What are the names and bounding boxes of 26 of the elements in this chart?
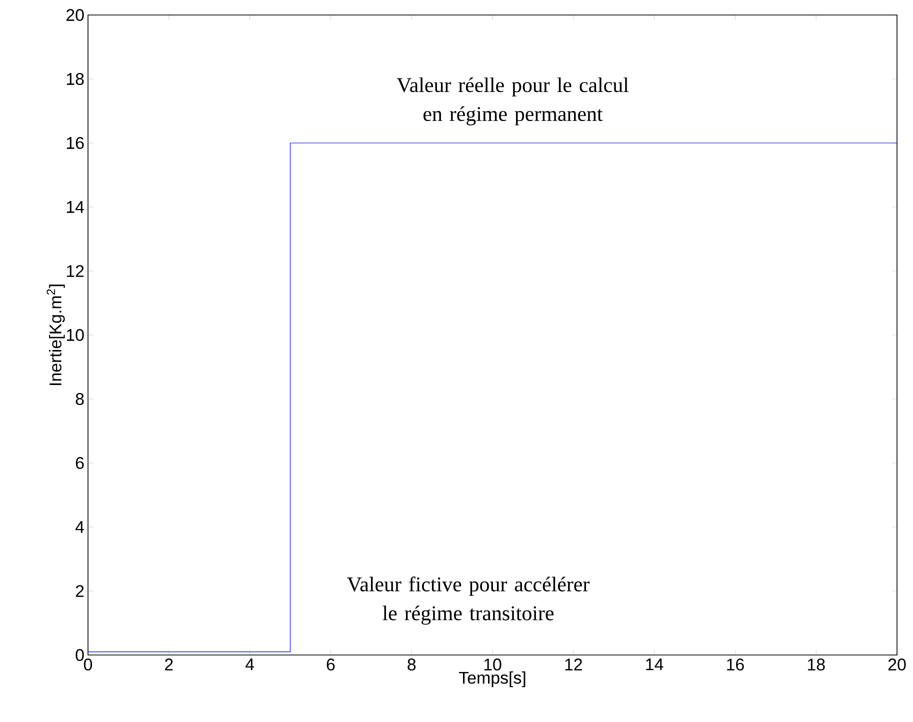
y-tick-label: 20 <box>66 8 84 21</box>
y-tick-label: 16 <box>66 136 84 149</box>
y-tick-label: 8 <box>76 393 84 405</box>
y-tick-label: 14 <box>66 201 84 213</box>
y-tick-label: 12 <box>66 265 84 277</box>
x-tick-label: 6 <box>326 658 335 671</box>
x-tick-label: 4 <box>245 658 254 670</box>
y-tick-label: 6 <box>76 457 84 469</box>
x-axis-title: Temps[s] <box>458 671 526 688</box>
x-tick-label: 18 <box>808 658 825 671</box>
y-tick-label: 18 <box>66 72 84 85</box>
x-tick-label: 14 <box>646 658 664 670</box>
y-tick-label: 4 <box>75 521 84 533</box>
x-tick-label: 8 <box>408 658 416 671</box>
x-tick-label: 16 <box>727 658 744 671</box>
x-tick-label: 20 <box>888 658 906 671</box>
y-tick-label: 2 <box>76 585 84 597</box>
y-tick-label: 10 <box>66 329 84 341</box>
y-tick-label: 0 <box>76 649 84 661</box>
annotation: Valeur réelle pour le calcul en régime permanent <box>396 77 629 126</box>
x-tick-label: 0 <box>84 658 92 671</box>
x-tick-label: 2 <box>165 658 173 670</box>
x-tick-label: 12 <box>565 658 582 670</box>
y-axis-title: Inertie[Kg.m$^{2}$] <box>46 284 65 385</box>
x-tick-label: 10 <box>484 658 502 671</box>
annotation: Valeur fictive pour accélérer le régime transitoire <box>347 576 590 625</box>
